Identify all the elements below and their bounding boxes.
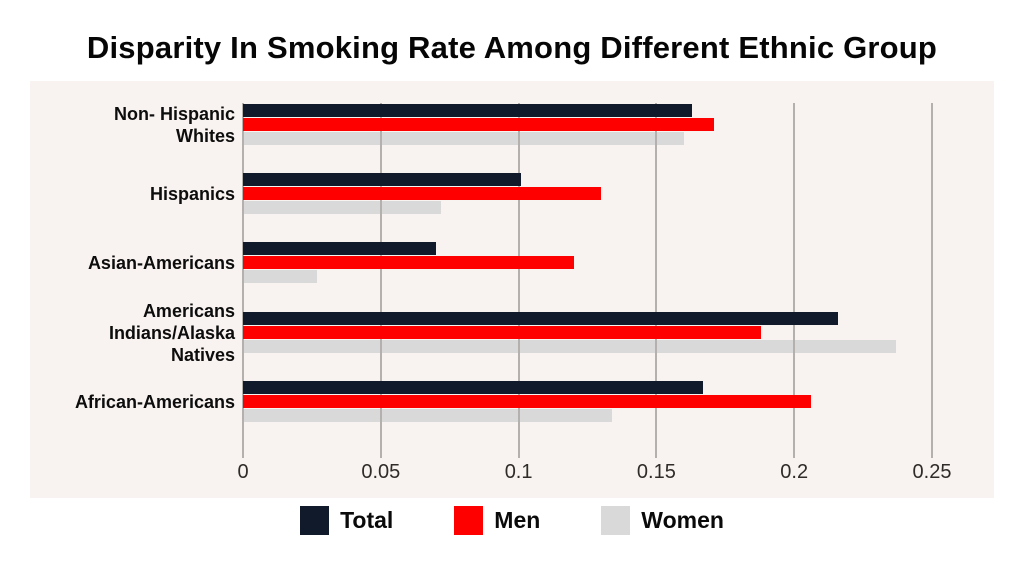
bar-total	[243, 242, 436, 255]
bar-total	[243, 381, 703, 394]
legend-item-men: Men	[454, 506, 540, 535]
plot-panel	[30, 81, 994, 498]
bar-total	[243, 104, 692, 117]
legend-swatch-total	[300, 506, 330, 535]
x-tick-label: 0.25	[912, 461, 952, 483]
chart-title: Disparity In Smoking Rate Among Differen…	[86, 30, 938, 65]
legend-label: Total	[340, 507, 394, 533]
x-tick-label: 0.1	[504, 461, 533, 483]
category-label: Asian-Americans	[87, 252, 235, 273]
bar-men	[243, 187, 601, 200]
bar-women	[243, 132, 684, 145]
bar-men	[243, 395, 811, 408]
legend-swatch-women	[601, 506, 631, 535]
legend-label: Men	[494, 507, 541, 533]
category-label: Non- Hispanic Whites	[113, 103, 235, 146]
gridline-0.25	[931, 103, 933, 458]
bar-men	[243, 118, 714, 131]
x-tick-label: 0.15	[636, 461, 676, 483]
category-label: Hispanics	[149, 183, 235, 204]
category-label: Americans Indians/Alaska Natives	[108, 300, 235, 365]
gridline-0.1	[517, 103, 520, 458]
gridline-0.05	[379, 103, 382, 458]
legend-label: Women	[641, 507, 724, 533]
gridline-0	[242, 103, 244, 458]
bar-women	[243, 409, 612, 422]
bar-total	[243, 173, 521, 186]
legend-swatch-men	[454, 506, 484, 535]
legend-item-total: Total	[300, 506, 393, 535]
x-tick-label: 0	[237, 461, 249, 483]
bar-men	[243, 326, 761, 339]
bar-women	[243, 340, 896, 353]
legend-item-women: Women	[601, 506, 724, 535]
gridline-0.15	[655, 103, 658, 458]
legend: Total Men Women	[0, 506, 1024, 535]
x-tick-label: 0.05	[361, 461, 401, 483]
gridline-0.2	[793, 103, 796, 458]
category-label: African-Americans	[74, 391, 235, 412]
bar-total	[243, 312, 838, 325]
bar-women	[243, 270, 317, 283]
bar-men	[243, 256, 574, 269]
x-tick-label: 0.2	[780, 461, 809, 483]
bar-women	[243, 201, 441, 214]
